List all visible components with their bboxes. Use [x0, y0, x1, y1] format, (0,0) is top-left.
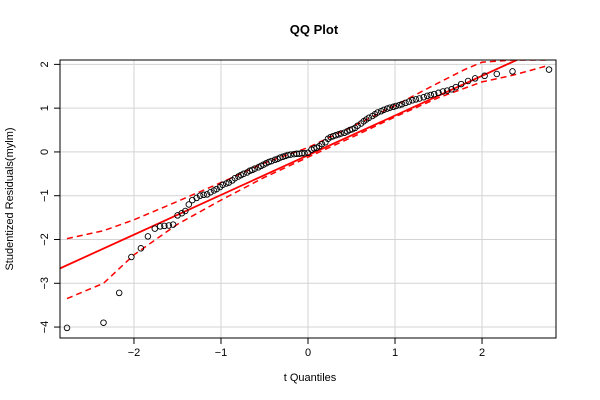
data-point	[420, 93, 427, 101]
data-point	[374, 109, 381, 116]
data-point	[240, 170, 247, 178]
data-point	[390, 103, 397, 111]
data-point	[481, 72, 488, 80]
data-point	[443, 87, 451, 94]
data-point	[405, 98, 413, 105]
data-point	[268, 157, 275, 165]
data-point	[185, 201, 193, 208]
data-point	[452, 83, 460, 91]
lower-envelope-path	[66, 64, 550, 300]
data-point	[365, 114, 373, 122]
data-point	[193, 194, 200, 202]
data-point	[196, 192, 204, 199]
data-point	[392, 102, 400, 110]
data-point	[464, 77, 472, 85]
data-point	[100, 319, 107, 326]
upper-envelope-path	[66, 60, 549, 240]
y-tick-label: 1	[39, 105, 51, 111]
y-axis: −4 −3 −2 −1 0 1 2	[39, 61, 60, 333]
data-point	[287, 151, 294, 158]
data-point	[402, 99, 409, 107]
grid	[60, 60, 556, 338]
confidence-envelope	[66, 60, 550, 300]
data-point	[318, 140, 326, 148]
data-point	[386, 104, 394, 111]
data-point	[151, 225, 159, 232]
data-point	[200, 191, 207, 199]
data-point	[435, 89, 442, 97]
data-point	[412, 96, 420, 103]
y-tick-label: −1	[39, 189, 51, 202]
y-tick-label: −3	[39, 277, 51, 290]
data-point	[156, 223, 164, 230]
data-point	[265, 158, 273, 166]
data-point	[337, 130, 345, 137]
data-point	[471, 75, 479, 82]
x-tick-label: 2	[479, 347, 485, 359]
data-point	[545, 66, 553, 73]
data-point	[457, 80, 465, 88]
data-point	[380, 106, 387, 114]
data-point	[203, 191, 211, 198]
data-point	[207, 188, 214, 196]
data-point	[509, 68, 516, 75]
data-point	[409, 97, 416, 104]
y-axis-label: Studentized Residuals(mylm)	[4, 127, 16, 270]
x-tick-label: −2	[128, 347, 141, 359]
y-tick-label: 2	[39, 61, 51, 67]
data-point	[231, 174, 239, 182]
data-point	[423, 92, 431, 100]
data-point	[251, 165, 259, 172]
data-points	[63, 66, 553, 332]
chart-title: QQ Plot	[290, 22, 339, 37]
x-axis: −2 −1 0 1 2	[128, 338, 485, 359]
data-point	[144, 233, 152, 240]
data-point	[213, 185, 220, 193]
data-point	[416, 95, 423, 102]
data-point	[178, 209, 186, 217]
data-point	[354, 122, 361, 129]
data-point	[439, 88, 447, 95]
data-point	[225, 179, 233, 186]
data-point	[128, 253, 135, 261]
data-point	[310, 145, 318, 152]
data-point	[219, 181, 226, 189]
y-tick-label: 0	[39, 149, 51, 155]
x-tick-label: 0	[305, 347, 311, 359]
y-tick-label: −2	[39, 233, 51, 246]
data-point	[430, 90, 438, 98]
data-point	[165, 222, 173, 229]
data-point	[161, 222, 168, 230]
data-point	[182, 207, 189, 215]
x-tick-label: 1	[392, 347, 398, 359]
data-point	[493, 70, 501, 78]
data-point	[301, 150, 308, 157]
data-point	[298, 150, 306, 157]
x-tick-label: −1	[215, 347, 228, 359]
data-point	[169, 221, 177, 228]
data-point	[284, 151, 292, 159]
y-tick-label: −4	[39, 321, 51, 334]
data-point	[427, 91, 434, 99]
data-point	[398, 100, 406, 108]
data-point	[115, 289, 123, 297]
x-axis-label: t Quantiles	[284, 372, 337, 384]
data-point	[137, 245, 145, 252]
data-point	[63, 324, 71, 332]
